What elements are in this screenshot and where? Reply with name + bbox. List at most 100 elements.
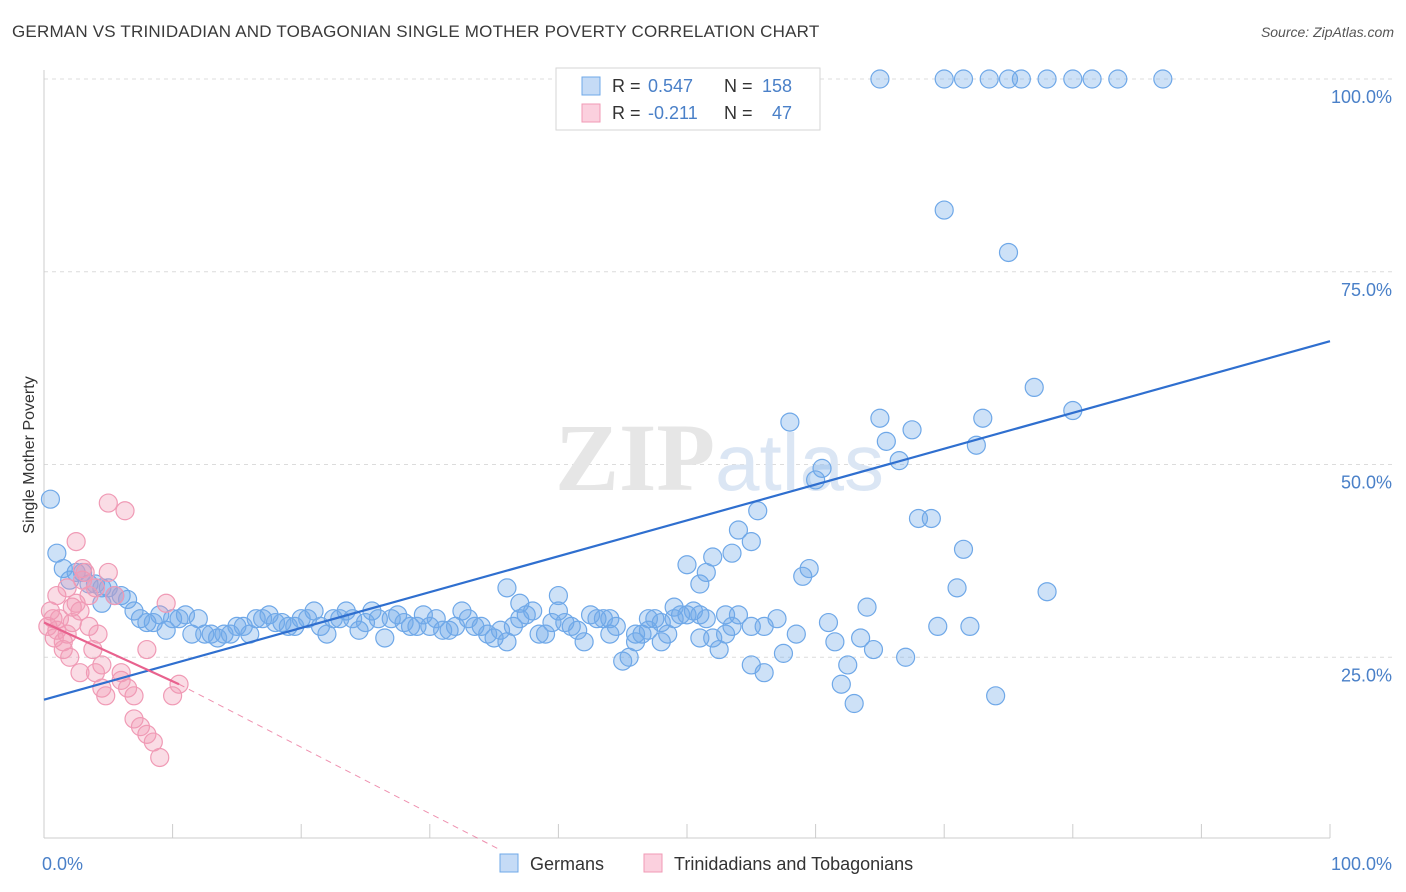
germans-point (863, 639, 884, 660)
trinidadian-trend-line (43, 621, 180, 686)
germans-point (786, 624, 806, 644)
y-tick-label: 25.0% (1341, 665, 1392, 685)
blue-swatch-icon (581, 76, 601, 96)
germans-point (375, 628, 395, 648)
trinidadian-point (62, 597, 82, 617)
watermark-zip: ZIP (555, 404, 715, 511)
germans-point (690, 574, 710, 594)
germans-point (413, 605, 433, 625)
germans-point (896, 647, 916, 667)
trinidadian-point (92, 655, 112, 675)
germans-point (117, 589, 138, 610)
germans-point (600, 624, 620, 644)
germans-point (947, 578, 967, 598)
germans-point (953, 539, 974, 559)
germans-point (1153, 69, 1173, 89)
stats-r-value-blue: 0.547 (648, 76, 693, 96)
trinidadian-point (66, 531, 86, 552)
trinidadian-point (53, 639, 73, 660)
germans-point (728, 605, 749, 625)
trinidadian-point (53, 632, 73, 652)
germans-point (934, 200, 954, 220)
germans-point (349, 620, 369, 640)
germans-point (664, 597, 684, 617)
series-legend: Germans Trinidadians and Tobagonians (499, 853, 913, 874)
trinidadian-point (79, 585, 99, 606)
germans-point (767, 609, 787, 629)
x-tick-label: 100.0% (1331, 854, 1392, 874)
stats-n-label-pink: N = (724, 103, 753, 123)
germans-point (355, 612, 376, 633)
stats-n-value-pink: 47 (772, 103, 792, 123)
germans-point (1024, 377, 1044, 397)
germans-point (818, 612, 839, 633)
germans-point (1011, 69, 1031, 89)
germans-point (1037, 69, 1057, 89)
germans-point (754, 663, 774, 683)
germans-point (928, 616, 948, 637)
trinidadian-point (130, 717, 151, 737)
germans-point (548, 585, 569, 606)
stats-n-value-blue: 158 (762, 76, 792, 96)
trinidadian-point (57, 578, 77, 598)
stats-n-label-blue: N = (724, 76, 753, 96)
chart-title: GERMAN VS TRINIDADIAN AND TOBAGONIAN SIN… (12, 22, 820, 41)
germans-point (773, 643, 794, 663)
germans-point (979, 69, 999, 89)
germans-trend-line (43, 340, 1331, 701)
germans-point (986, 686, 1006, 706)
germans-point (876, 431, 896, 451)
y-tick-label: 50.0% (1341, 473, 1392, 493)
germans-point (388, 605, 408, 625)
germans-point (503, 616, 523, 637)
trinidadian-point (117, 678, 138, 698)
germans-point (433, 620, 453, 640)
trinidadian-point (79, 616, 99, 637)
germans-point (124, 601, 144, 621)
germans-point (703, 547, 723, 567)
trinidadian-trend-extension (178, 683, 501, 851)
germans-point (934, 69, 954, 89)
stats-legend: R = 0.547 N = 158 R = -0.211 N = 47 (555, 67, 821, 131)
germans-point (638, 620, 659, 640)
germans-point (484, 628, 504, 648)
y-axis-label: Single Mother Poverty (21, 376, 38, 533)
germans-point (722, 616, 742, 637)
germans-point (677, 555, 697, 575)
germans-point (510, 593, 530, 613)
trinidadian-point (85, 578, 106, 598)
trinidadian-point (124, 686, 144, 706)
trinidadian-point (98, 562, 118, 583)
germans-point (902, 420, 922, 440)
germans-point (1108, 69, 1128, 89)
germans-point (831, 674, 851, 694)
germans-point (625, 632, 646, 652)
germans-point (175, 605, 196, 625)
germans-points (40, 69, 1173, 714)
trinidadian-point (163, 686, 183, 706)
y-tick-label: 100.0% (1331, 87, 1392, 107)
germans-point (696, 609, 716, 629)
germans-point (1063, 69, 1083, 89)
germans-point (741, 531, 761, 552)
germans-point (953, 69, 974, 89)
trinidadian-point (137, 724, 157, 744)
legend-germans-label: Germans (530, 854, 604, 874)
germans-point (606, 616, 626, 637)
chart-source: Source: ZipAtlas.com (1260, 24, 1394, 40)
trinidadian-point (115, 501, 135, 521)
germans-point (748, 501, 768, 521)
gridlines (44, 78, 1394, 658)
germans-point (799, 558, 819, 579)
germans-point (600, 609, 620, 629)
trinidadian-point (96, 686, 116, 706)
germans-point (728, 520, 749, 540)
germans-point (574, 632, 594, 652)
watermark: ZIP atlas (555, 404, 884, 511)
germans-point (535, 624, 556, 644)
germans-point (715, 624, 736, 644)
germans-point (851, 628, 871, 648)
stats-r-label-blue: R = (612, 76, 641, 96)
trinidadian-point (137, 639, 157, 660)
